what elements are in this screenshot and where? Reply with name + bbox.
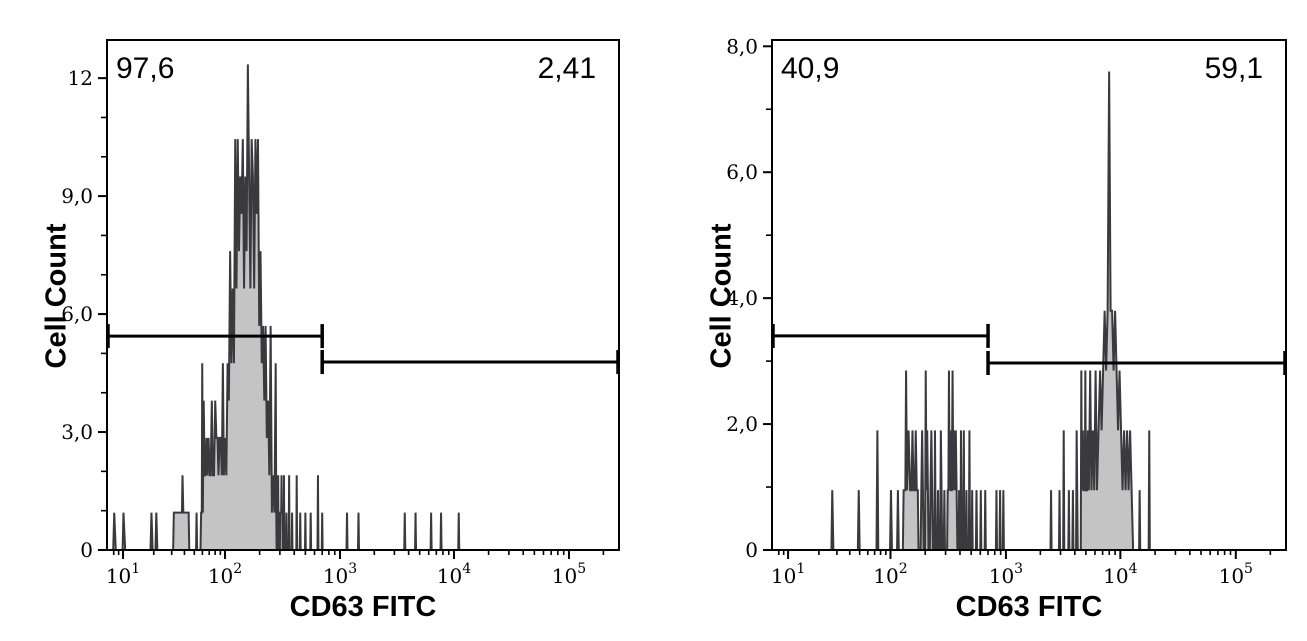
plot-border	[106, 39, 620, 551]
right-plot-gate-percent-positive: 59,1	[1204, 52, 1263, 85]
y-tick-label: 0	[80, 538, 93, 562]
left-plot-x-axis-title: CD63 FITC	[289, 591, 437, 623]
x-tick-label: 104	[1103, 561, 1137, 588]
y-tick-label: 0	[745, 538, 758, 562]
left-plot-y-axis-title: Cell Count	[40, 223, 73, 369]
right-plot-gate-percent-negative: 40,9	[781, 52, 840, 85]
x-tick-label: 101	[106, 561, 140, 588]
x-tick-label: 105	[1219, 561, 1253, 588]
right-plot-x-axis-title: CD63 FITC	[955, 591, 1103, 623]
y-tick-label: 4,0	[726, 286, 758, 310]
right-plot-y-axis-title: Cell Count	[705, 223, 738, 369]
y-tick-label: 12	[68, 66, 93, 90]
left-plot-gate-percent-negative: 97,6	[116, 52, 175, 85]
x-tick-label: 102	[873, 561, 907, 588]
x-tick-label: 103	[989, 561, 1023, 588]
histogram-trace	[772, 71, 1286, 551]
y-tick-label: 3,0	[61, 420, 93, 444]
y-tick-label: 2,0	[726, 412, 758, 436]
x-tick-label: 101	[771, 561, 805, 588]
x-tick-label: 102	[208, 561, 242, 588]
y-tick-label: 6,0	[61, 302, 93, 326]
left-plot-gate-percent-positive: 2,41	[537, 52, 596, 85]
x-tick-label: 105	[552, 561, 586, 588]
y-tick-label: 8,0	[726, 34, 758, 58]
plot-border	[771, 39, 1287, 551]
y-tick-label: 6,0	[726, 160, 758, 184]
x-tick-label: 103	[323, 561, 357, 588]
y-tick-label: 9,0	[61, 184, 93, 208]
histogram-trace	[107, 64, 619, 551]
x-tick-label: 104	[437, 561, 471, 588]
